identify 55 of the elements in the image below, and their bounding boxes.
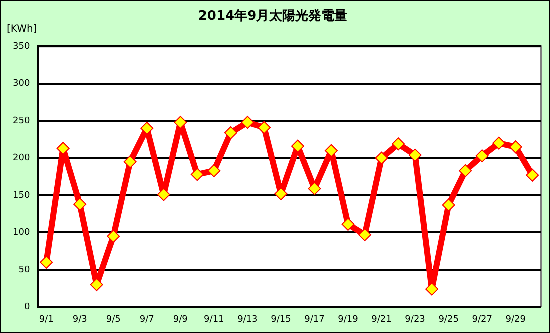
- point: [492, 136, 506, 150]
- x-tick-label: 9/9: [173, 314, 188, 325]
- point: [324, 144, 338, 158]
- point: [408, 148, 422, 162]
- x-tick-label: 9/29: [506, 314, 526, 325]
- y-axis-title: [KWh]: [7, 24, 38, 36]
- point: [526, 168, 540, 182]
- x-tick-label: 9/27: [472, 314, 492, 325]
- y-tick-label: 200: [12, 154, 30, 164]
- point: [476, 150, 489, 163]
- point: [56, 142, 70, 156]
- y-tick-label: 100: [12, 228, 30, 238]
- x-tick-label: 9/7: [140, 314, 154, 325]
- point: [274, 188, 288, 201]
- point: [157, 188, 170, 202]
- point: [74, 198, 87, 211]
- point: [392, 138, 406, 151]
- x-tick-label: 9/21: [372, 314, 392, 325]
- x-tick-label: 9/17: [304, 314, 325, 325]
- y-tick-label: 250: [12, 116, 30, 126]
- point: [224, 126, 238, 140]
- x-tick-label: 9/5: [106, 314, 121, 325]
- point: [190, 168, 204, 182]
- point: [208, 164, 221, 178]
- point: [342, 218, 355, 232]
- x-tick-label: 9/3: [72, 314, 88, 325]
- point: [509, 140, 522, 154]
- y-tick-label: 0: [24, 302, 30, 313]
- x-tick-label: 9/15: [271, 314, 292, 325]
- point: [358, 228, 372, 242]
- point: [442, 198, 456, 212]
- y-tick-label: 300: [12, 79, 30, 90]
- point: [40, 256, 54, 270]
- y-tick-label: 350: [12, 42, 30, 52]
- point: [459, 164, 472, 178]
- point: [107, 230, 120, 243]
- x-tick-label: 9/1: [39, 314, 54, 325]
- x-tick-label: 9/13: [238, 314, 258, 325]
- x-tick-label: 9/11: [204, 314, 224, 325]
- point: [90, 278, 104, 292]
- point: [258, 121, 271, 134]
- x-tick-label: 9/25: [438, 314, 459, 325]
- point: [426, 282, 439, 296]
- y-tick-label: 50: [18, 265, 30, 276]
- x-tick-label: 9/23: [405, 314, 426, 325]
- x-tick-label: 9/19: [338, 314, 359, 325]
- point: [124, 156, 137, 169]
- point: [291, 140, 304, 153]
- point: [308, 182, 322, 196]
- point: [241, 116, 254, 130]
- point: [375, 152, 388, 165]
- point: [174, 116, 188, 130]
- y-tick-label: 150: [12, 190, 30, 201]
- chart-title: 2014年9月太陽光発電量: [198, 9, 348, 24]
- point: [140, 122, 154, 136]
